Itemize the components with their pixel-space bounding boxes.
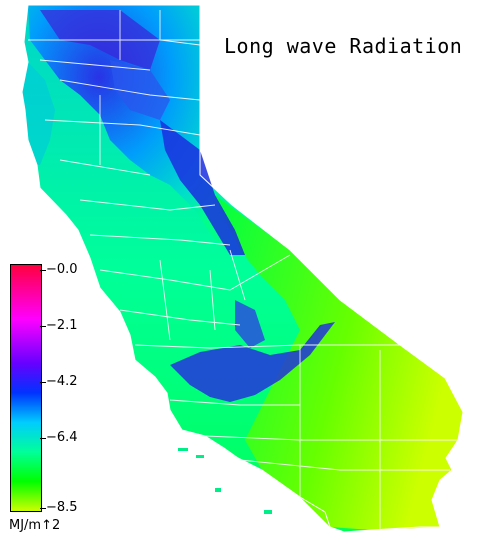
north-region [28, 5, 230, 245]
shasta-area [110, 60, 170, 120]
colorbar-unit: MJ/m↑2 [9, 518, 61, 533]
colorbar-tick [40, 326, 46, 327]
colorbar-tick [40, 438, 46, 439]
colorbar-tick [40, 508, 46, 509]
sierra-band [160, 120, 245, 255]
tehachapi [235, 300, 265, 348]
colorbar-label: −2.1 [46, 318, 78, 333]
colorbar [10, 264, 42, 512]
state-border [21, 4, 464, 533]
colorbar-tick [40, 382, 46, 383]
map-title: Long wave Radiation [224, 34, 463, 58]
colorbar-tick [40, 270, 46, 271]
colorbar-label: −6.4 [46, 430, 78, 445]
transverse-arc [170, 322, 335, 402]
colorbar-label: −4.2 [46, 374, 78, 389]
colorbar-label: −8.5 [46, 500, 78, 515]
channel-islands [178, 448, 272, 514]
colorbar-label: −0.0 [46, 262, 78, 277]
county-boundaries [28, 10, 458, 530]
desert-region [215, 195, 463, 530]
coastal-strip [22, 62, 55, 165]
